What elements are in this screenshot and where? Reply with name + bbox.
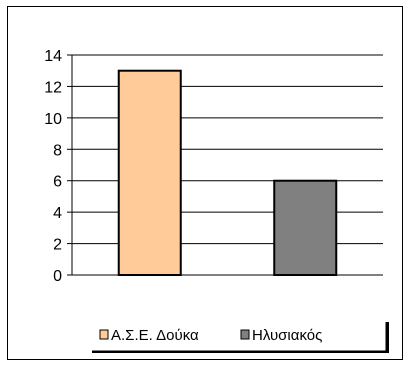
bars <box>117 69 338 277</box>
legend-label: Ηλυσιακός <box>252 327 322 344</box>
legend-label: Α.Σ.Ε. Δούκα <box>111 327 199 344</box>
legend-box <box>87 318 386 351</box>
axes <box>71 55 383 276</box>
bar-2 <box>273 179 338 276</box>
bar-1 <box>117 69 182 277</box>
legend-swatch <box>240 329 250 340</box>
legend-swatch <box>99 329 109 340</box>
y-tick-label: 4 <box>53 205 62 222</box>
y-tick-label: 12 <box>44 79 62 96</box>
y-tick-label: 14 <box>44 48 62 65</box>
y-tick-label: 0 <box>53 268 62 285</box>
y-ticks: 0 2 4 6 8 10 12 14 <box>44 48 72 285</box>
y-tick-label: 10 <box>44 111 62 128</box>
legend: Α.Σ.Ε. Δούκα Ηλυσιακός <box>87 318 389 353</box>
y-tick-label: 6 <box>53 174 62 191</box>
y-tick-label: 2 <box>53 237 62 254</box>
y-tick-label: 8 <box>53 142 62 159</box>
